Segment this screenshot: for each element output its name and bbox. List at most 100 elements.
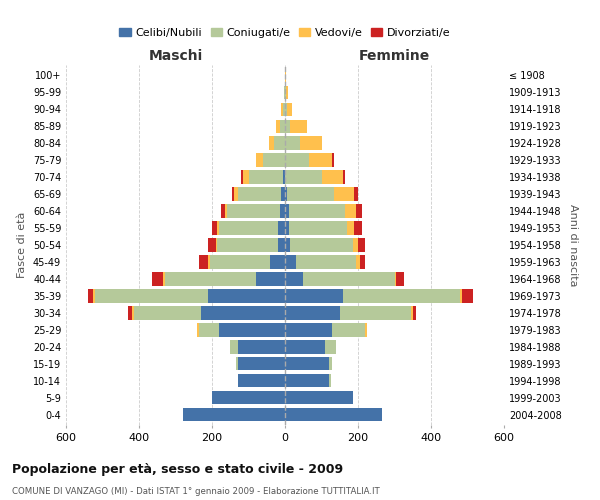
Bar	[221, 204, 225, 218]
Bar	[281, 102, 283, 116]
Bar	[285, 340, 325, 353]
Legend: Celibi/Nubili, Coniugati/e, Vedovi/e, Divorziati/e: Celibi/Nubili, Coniugati/e, Vedovi/e, Di…	[115, 24, 455, 42]
Bar	[238, 374, 285, 388]
Bar	[356, 204, 362, 218]
Bar	[345, 204, 356, 218]
Bar	[238, 340, 285, 353]
Bar	[343, 290, 460, 302]
Bar	[285, 256, 296, 268]
Bar	[256, 154, 263, 166]
Bar	[332, 154, 334, 166]
Bar	[365, 324, 367, 336]
Bar	[132, 306, 134, 320]
Bar	[201, 306, 285, 320]
Bar	[462, 290, 473, 302]
Bar	[353, 238, 358, 252]
Bar	[234, 188, 238, 200]
Bar	[163, 272, 164, 285]
Bar	[232, 188, 234, 200]
Bar	[329, 357, 332, 370]
Bar	[290, 120, 307, 133]
Bar	[227, 204, 280, 218]
Bar	[325, 340, 336, 353]
Bar	[286, 86, 287, 99]
Bar	[285, 102, 287, 116]
Bar	[283, 170, 285, 183]
Bar	[274, 136, 285, 149]
Bar	[230, 340, 238, 353]
Bar	[299, 136, 322, 149]
Bar	[241, 170, 243, 183]
Bar	[220, 222, 278, 234]
Bar	[248, 170, 283, 183]
Bar	[278, 222, 285, 234]
Text: Popolazione per età, sesso e stato civile - 2009: Popolazione per età, sesso e stato civil…	[12, 462, 343, 475]
Bar	[289, 222, 347, 234]
Bar	[278, 238, 285, 252]
Bar	[128, 306, 132, 320]
Bar	[411, 306, 413, 320]
Bar	[199, 324, 220, 336]
Bar	[355, 222, 362, 234]
Bar	[343, 170, 345, 183]
Bar	[208, 290, 285, 302]
Bar	[329, 374, 331, 388]
Bar	[284, 86, 285, 99]
Bar	[287, 102, 292, 116]
Bar	[236, 357, 238, 370]
Y-axis label: Anni di nascita: Anni di nascita	[568, 204, 578, 286]
Bar	[340, 306, 411, 320]
Bar	[322, 170, 343, 183]
Bar	[347, 222, 355, 234]
Bar	[271, 256, 285, 268]
Bar	[94, 290, 95, 302]
Bar	[238, 188, 281, 200]
Bar	[220, 324, 285, 336]
Bar	[95, 290, 208, 302]
Bar	[285, 68, 286, 82]
Bar	[285, 188, 287, 200]
Bar	[225, 204, 227, 218]
Bar	[197, 324, 199, 336]
Bar	[460, 290, 462, 302]
Bar	[217, 238, 278, 252]
Bar	[210, 256, 271, 268]
Bar	[355, 188, 358, 200]
Bar	[285, 238, 290, 252]
Bar	[309, 154, 332, 166]
Bar	[281, 188, 285, 200]
Bar	[280, 120, 285, 133]
Text: COMUNE DI VANZAGO (MI) - Dati ISTAT 1° gennaio 2009 - Elaborazione TUTTITALIA.IT: COMUNE DI VANZAGO (MI) - Dati ISTAT 1° g…	[12, 488, 380, 496]
Bar	[285, 357, 329, 370]
Bar	[332, 324, 365, 336]
Bar	[280, 204, 285, 218]
Bar	[208, 238, 215, 252]
Bar	[285, 120, 290, 133]
Bar	[397, 272, 404, 285]
Bar	[276, 120, 280, 133]
Bar	[285, 408, 382, 422]
Bar	[334, 188, 355, 200]
Bar	[164, 272, 256, 285]
Bar	[285, 290, 343, 302]
Bar	[88, 290, 94, 302]
Bar	[287, 188, 334, 200]
Text: Maschi: Maschi	[148, 50, 203, 64]
Bar	[263, 154, 285, 166]
Bar	[356, 256, 360, 268]
Bar	[208, 256, 210, 268]
Bar	[134, 306, 201, 320]
Bar	[285, 136, 299, 149]
Bar	[243, 170, 248, 183]
Text: Femmine: Femmine	[359, 50, 430, 64]
Bar	[212, 222, 217, 234]
Bar	[199, 256, 208, 268]
Bar	[285, 154, 309, 166]
Bar	[212, 391, 285, 404]
Bar	[269, 136, 274, 149]
Bar	[285, 374, 329, 388]
Bar	[413, 306, 416, 320]
Bar	[285, 324, 332, 336]
Bar	[285, 204, 289, 218]
Bar	[183, 408, 285, 422]
